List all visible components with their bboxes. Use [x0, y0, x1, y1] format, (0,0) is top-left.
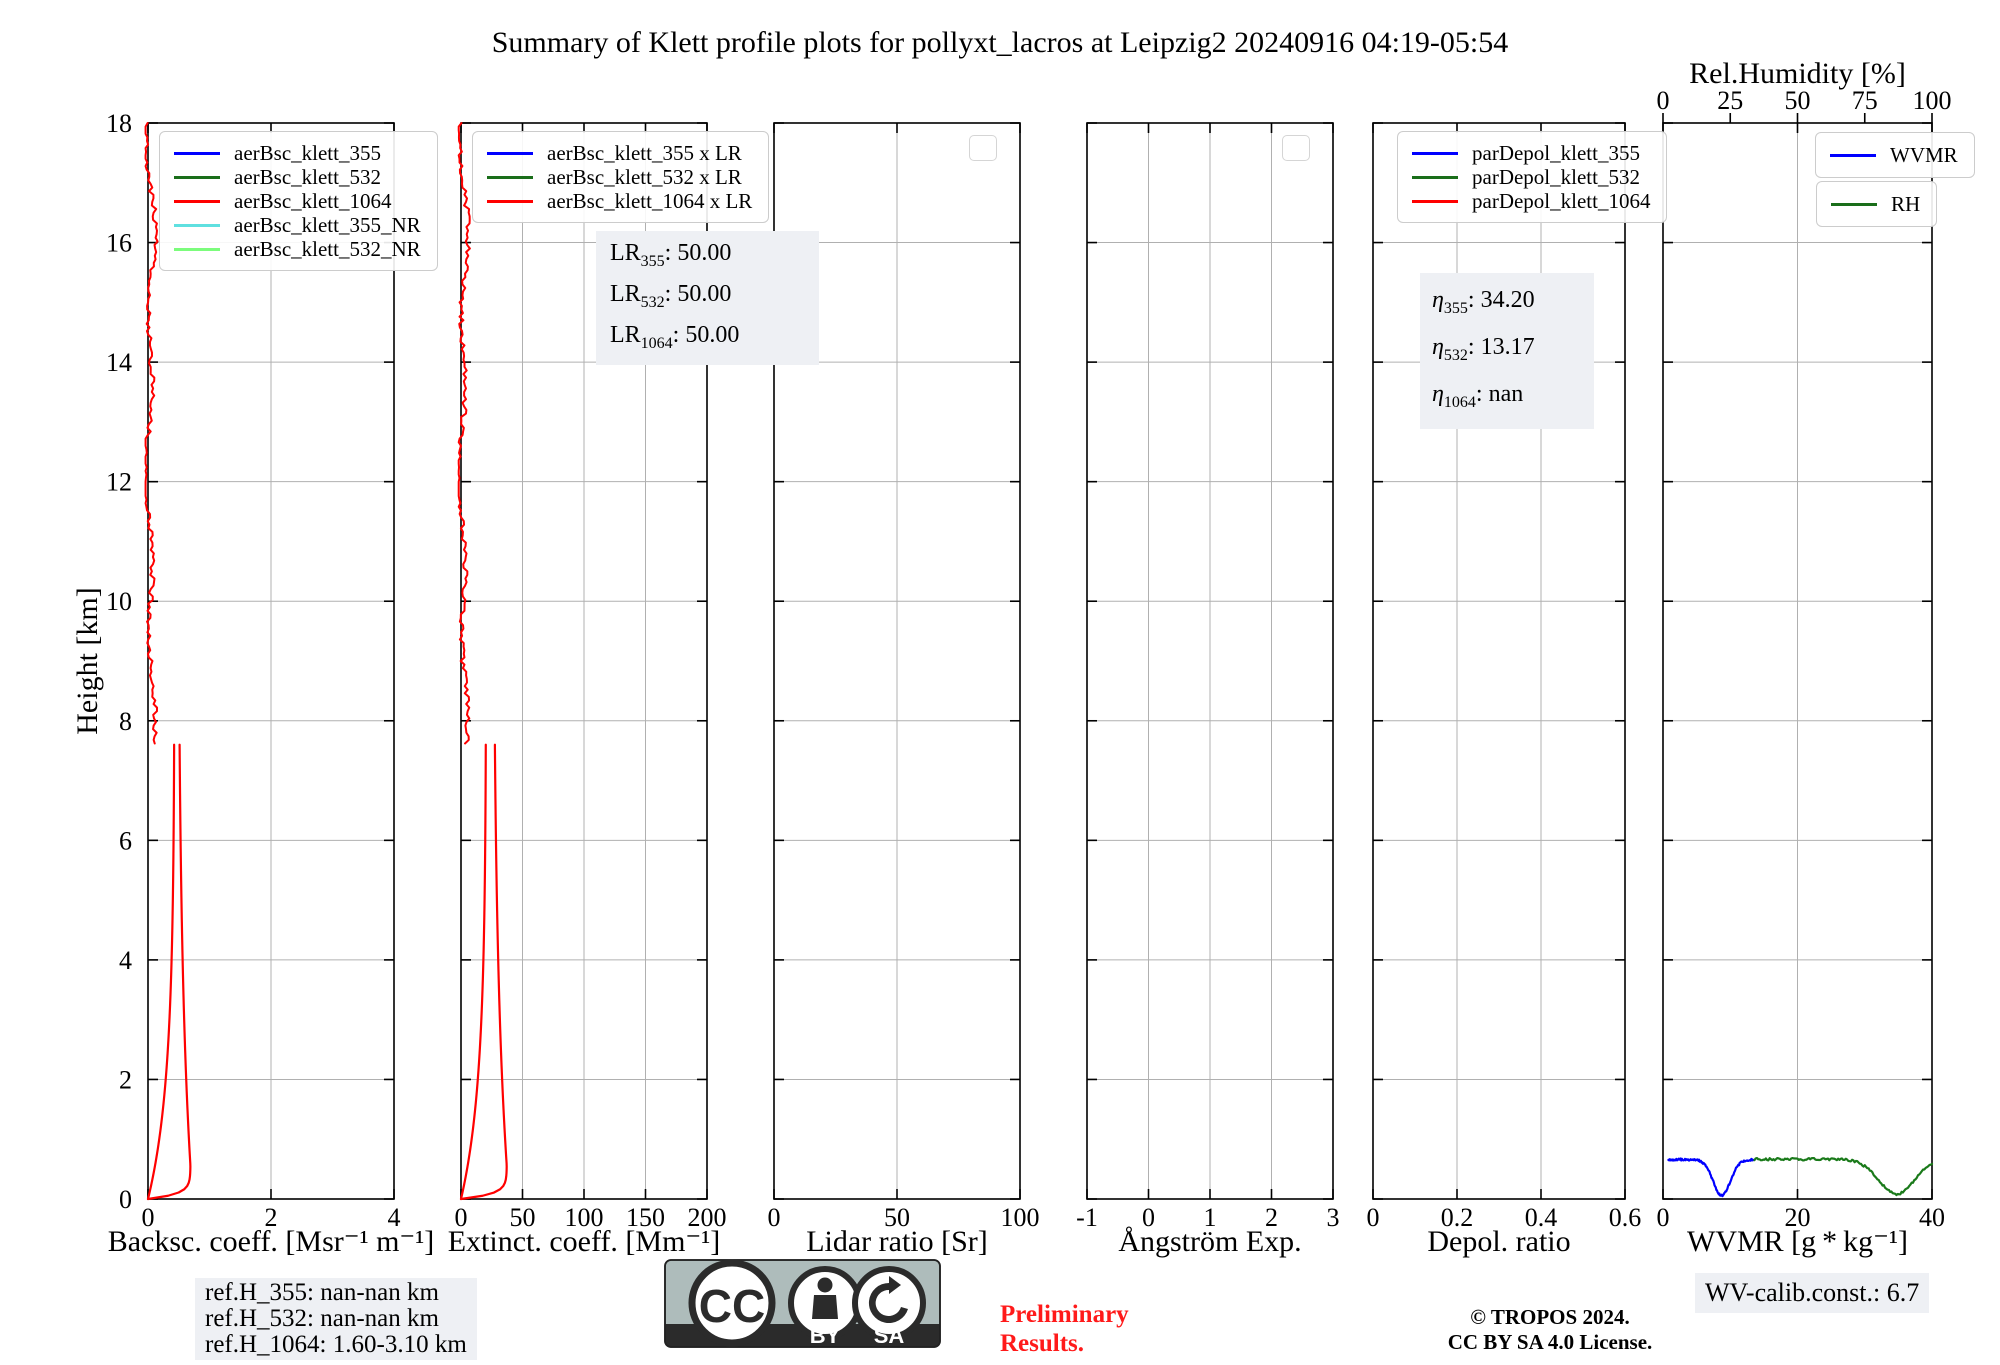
- svg-text:WVMR [g * kg⁻¹]: WVMR [g * kg⁻¹]: [1687, 1225, 1908, 1258]
- svg-text:40: 40: [1919, 1203, 1945, 1232]
- svg-text:Height [km]: Height [km]: [71, 587, 104, 734]
- svg-text:0: 0: [1367, 1203, 1380, 1232]
- svg-text:100: 100: [1913, 86, 1952, 115]
- svg-text:Ångström Exp.: Ångström Exp.: [1118, 1225, 1301, 1258]
- svg-text:0: 0: [1657, 1203, 1670, 1232]
- svg-text:75: 75: [1852, 86, 1878, 115]
- svg-text:0: 0: [768, 1203, 781, 1232]
- svg-text:8: 8: [119, 707, 132, 736]
- svg-text:Summary of Klett profile plots: Summary of Klett profile plots for polly…: [492, 26, 1509, 59]
- svg-text:50: 50: [1785, 86, 1811, 115]
- svg-text:0: 0: [119, 1185, 132, 1214]
- svg-text:6: 6: [119, 826, 132, 855]
- svg-text:BY: BY: [810, 1323, 841, 1348]
- svg-text:SA: SA: [874, 1323, 905, 1348]
- svg-text:18: 18: [106, 109, 132, 138]
- svg-text:14: 14: [106, 348, 132, 377]
- svg-text:CC: CC: [699, 1280, 765, 1332]
- svg-text:16: 16: [106, 229, 132, 258]
- svg-text:Rel.Humidity [%]: Rel.Humidity [%]: [1689, 57, 1906, 90]
- svg-text:0: 0: [1657, 86, 1670, 115]
- svg-text:Lidar ratio [Sr]: Lidar ratio [Sr]: [806, 1225, 988, 1258]
- svg-text:Backsc. coeff. [Msr⁻¹ m⁻¹]: Backsc. coeff. [Msr⁻¹ m⁻¹]: [108, 1225, 435, 1258]
- svg-text:4: 4: [119, 946, 132, 975]
- svg-text:-1: -1: [1076, 1203, 1098, 1232]
- svg-text:10: 10: [106, 587, 132, 616]
- svg-text:100: 100: [1001, 1203, 1040, 1232]
- svg-text:0.6: 0.6: [1609, 1203, 1642, 1232]
- svg-text:Depol. ratio: Depol. ratio: [1427, 1225, 1570, 1258]
- svg-text:2: 2: [119, 1065, 132, 1094]
- svg-text:25: 25: [1717, 86, 1743, 115]
- svg-text:Extinct. coeff. [Mm⁻¹]: Extinct. coeff. [Mm⁻¹]: [448, 1225, 721, 1258]
- svg-text:12: 12: [106, 468, 132, 497]
- svg-text:3: 3: [1327, 1203, 1340, 1232]
